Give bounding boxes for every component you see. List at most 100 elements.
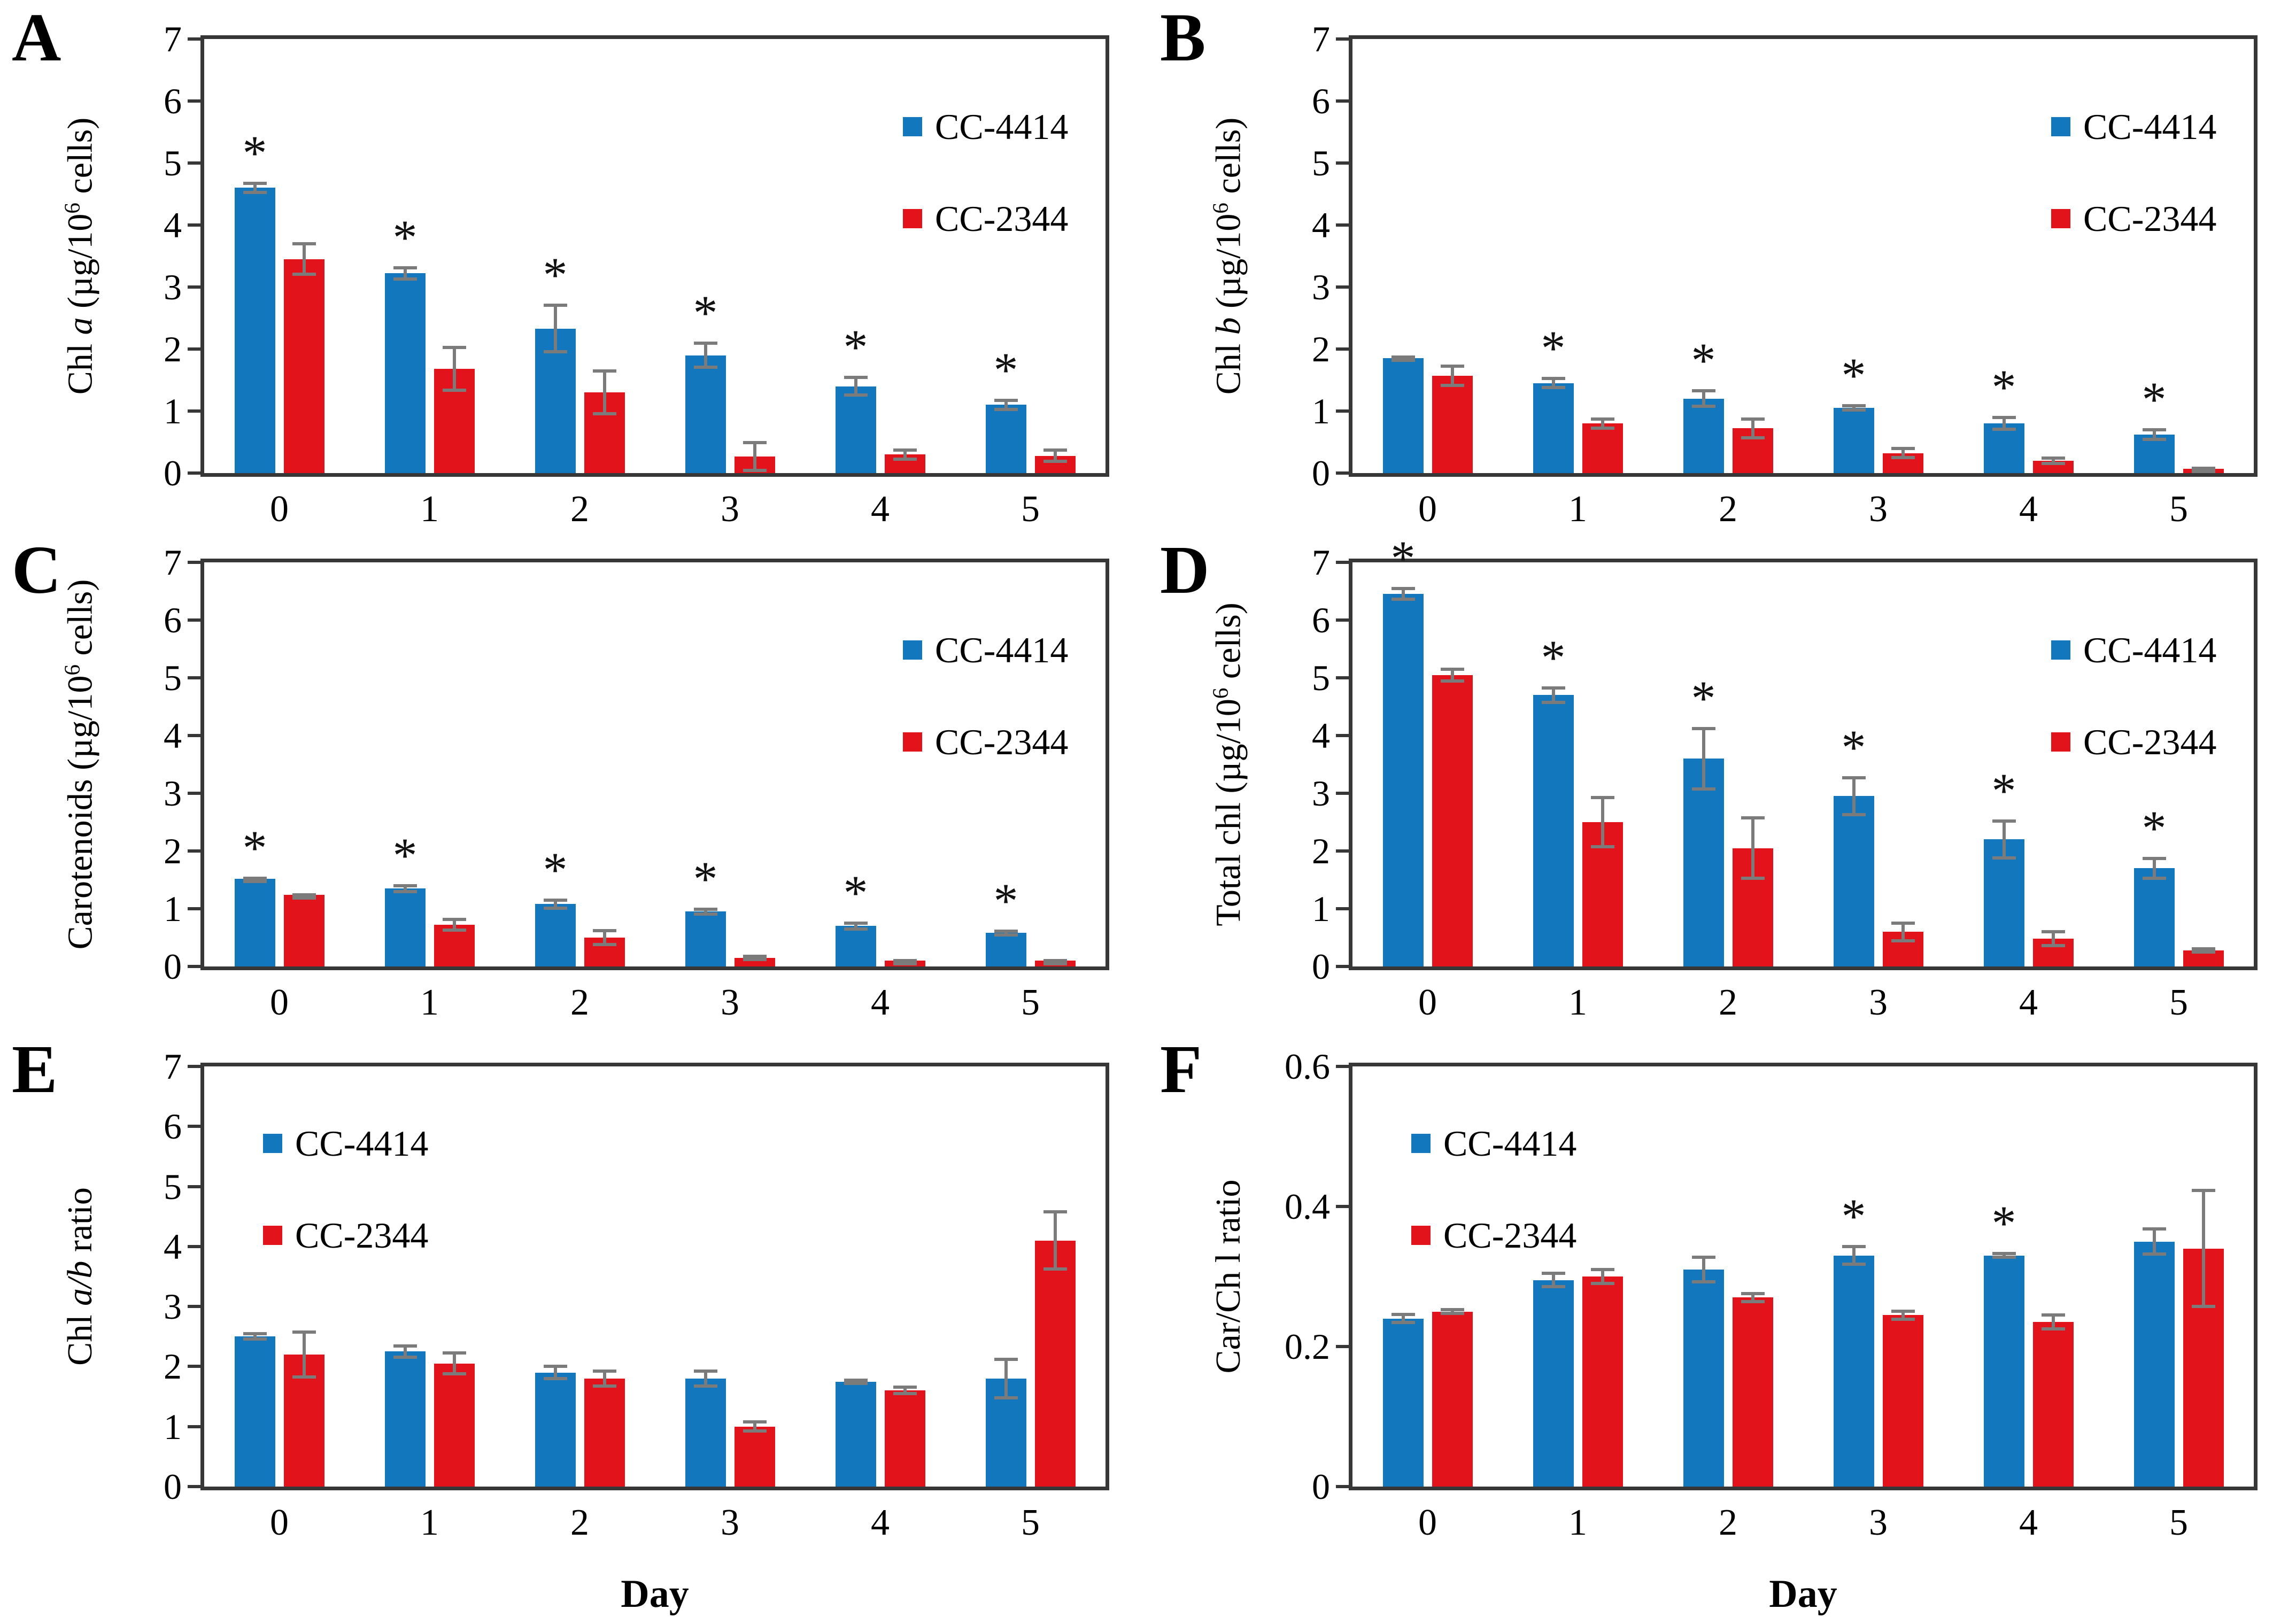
y-tick-mark [188,1065,200,1068]
y-tick-label: 0 [164,946,182,987]
y-tick-label: 0.4 [1285,1186,1330,1227]
bar-cc4414 [1683,398,1724,473]
y-tick-mark [1336,965,1349,968]
bar-cc4414 [384,1351,426,1487]
panel-a: A Chl a (µg/106 cells) * * * * * * CC-4414 CC-234… [0,0,1148,535]
bar-cc2344 [1432,675,1473,966]
bar-cc4414 [234,1336,275,1487]
error-bar [1992,416,2016,431]
legend-swatch-cc4414 [2051,640,2070,660]
legend-swatch-cc2344 [2051,209,2070,228]
bar-cc4414 [835,926,876,966]
error-bar [693,1370,717,1388]
x-axis-label: Day [621,1572,689,1616]
y-tick-label: 2 [164,329,182,369]
y-tick-mark [1336,734,1349,737]
y-tick-mark [188,223,200,227]
legend-item: CC-4414 [1411,1125,1576,1162]
y-tick-label: 5 [164,657,182,698]
error-bar [592,369,616,416]
panel-e: E Chl a/b ratio CC-4414 CC-2344 0 1 2 3 4 5 6 7 0 1 2 3… [0,1016,1148,1616]
error-bar [2041,456,2065,465]
bar-cc2344 [1432,1311,1473,1487]
y-tick-label: 7 [1312,542,1330,583]
x-tick-label: 1 [1568,982,1587,1023]
x-tick-label: 0 [270,982,289,1023]
bar-cc2344 [1432,375,1473,473]
y-tick-label: 2 [164,831,182,871]
bar-cc4414 [685,355,726,473]
x-tick-label: 4 [2019,982,2038,1023]
error-bar [243,876,267,883]
legend-label: CC-2344 [1443,1215,1577,1256]
legend-label: CC-2344 [935,198,1069,239]
error-bar [1440,667,1464,683]
bar-cc4414 [685,1378,726,1487]
error-bar [1440,365,1464,387]
error-bar [1391,1313,1415,1325]
y-tick-label: 0 [164,453,182,493]
error-bar [844,375,868,397]
legend: CC-4414 CC-2344 [2051,109,2216,292]
error-bar [693,907,717,916]
y-tick-label: 6 [164,81,182,121]
legend-label: CC-4414 [935,630,1069,670]
x-tick-label: 1 [1568,1502,1587,1543]
error-bar [1842,404,1866,412]
error-bar [592,1370,616,1388]
x-tick-label: 5 [1021,982,1040,1023]
x-tick-label: 0 [1418,1502,1437,1543]
significance-asterisk: * [392,827,418,883]
legend-item: CC-2344 [903,724,1068,760]
significance-asterisk: * [1991,1196,2016,1251]
bar-cc4414 [1382,594,1424,966]
y-tick-label: 7 [1312,19,1330,59]
x-tick-label: 2 [570,982,589,1023]
bar-cc4414 [1382,358,1424,473]
error-bar [1741,816,1765,880]
y-tick-label: 3 [1312,267,1330,307]
legend: CC-4414 CC-2344 [903,632,1068,816]
error-bar [1541,1271,1565,1289]
significance-asterisk: * [1841,1189,1866,1244]
y-tick-label: 2 [1312,329,1330,369]
y-tick-mark [1336,285,1349,289]
bar-cc2344 [1582,1276,1623,1487]
x-tick-label: 5 [2169,489,2188,530]
bar-cc4414 [1983,1255,2024,1487]
y-tick-label: 0 [1312,946,1330,987]
error-bar [1590,417,1614,430]
y-tick-mark [1336,907,1349,910]
x-tick-label: 3 [1869,1502,1888,1543]
error-bar [844,921,868,931]
bar-cc2344 [1882,1315,1923,1487]
significance-asterisk: * [1541,321,1566,376]
bar-cc4414 [1983,423,2024,473]
legend: CC-4414 CC-2344 [263,1125,428,1309]
error-bar [292,1330,316,1379]
y-tick-label: 5 [1312,657,1330,698]
error-bar [994,1357,1018,1400]
x-tick-label: 2 [1719,1502,1737,1543]
y-tick-mark [1336,1345,1349,1348]
plot-area: * * * * * * CC-4414 CC-2344 [200,35,1109,477]
y-tick-label: 0 [164,1466,182,1507]
bar-cc4414 [535,904,576,966]
y-tick-label: 3 [1312,773,1330,814]
y-tick-label: 5 [164,1166,182,1207]
y-tick-label: 1 [1312,391,1330,431]
error-bar [1741,1291,1765,1303]
bar-cc4414 [1683,1269,1724,1487]
y-tick-mark [1336,471,1349,475]
error-bar [2191,947,2215,954]
bar-cc4414 [2133,1241,2175,1487]
significance-asterisk: * [1541,630,1566,685]
y-tick-mark [1336,161,1349,165]
y-tick-mark [188,1185,200,1188]
legend-swatch-cc4414 [1411,1134,1431,1153]
y-tick-label: 3 [164,1286,182,1327]
bar-cc2344 [434,1363,475,1487]
error-bar [1391,355,1415,362]
significance-asterisk: * [693,851,718,906]
